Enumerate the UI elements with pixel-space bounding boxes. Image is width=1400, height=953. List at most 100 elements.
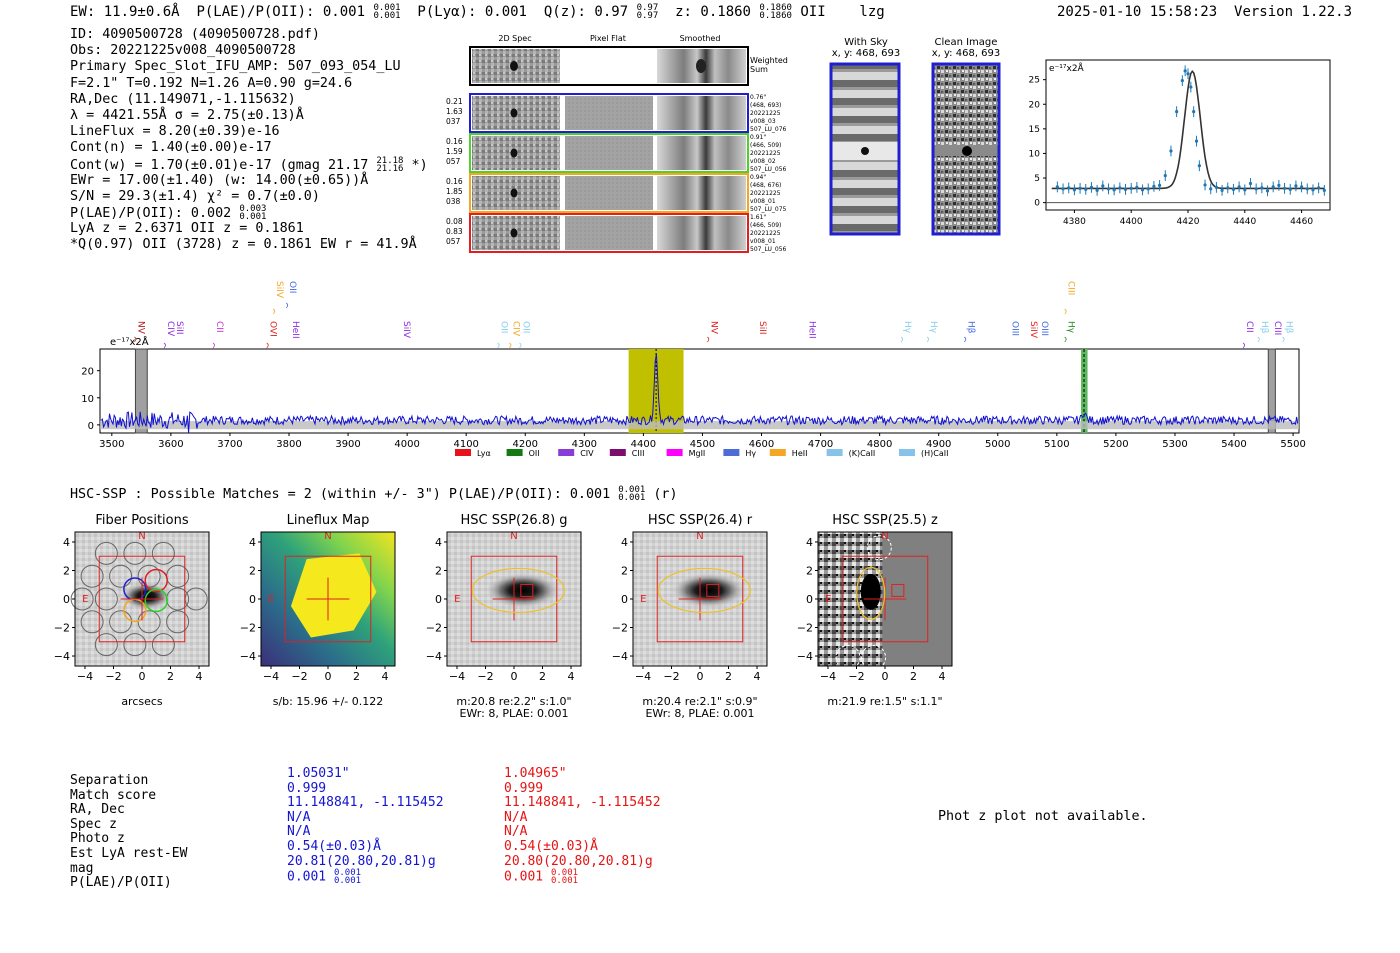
cutout-title: HSC SSP(26.8) g [460, 513, 568, 528]
east-label: E [454, 594, 460, 605]
clean-image-title: Clean Image x, y: 468, 693 [931, 37, 1001, 59]
fiber-circle [166, 610, 190, 634]
info-line: RA,Dec (11.149071,-1.115632) [70, 91, 296, 107]
data-point [1260, 186, 1264, 190]
data-point [1112, 188, 1116, 192]
fiber-circle [109, 564, 133, 588]
stamp-left-label: 0.21 [446, 97, 463, 106]
data-point [1129, 186, 1133, 190]
xtick-label: 5200 [1103, 439, 1128, 450]
masked-region [134, 348, 148, 434]
xtick-label: 3500 [99, 439, 124, 450]
match-label: mag [70, 860, 94, 876]
spectrum-line [100, 353, 1299, 434]
ytick-label: 2 [435, 564, 442, 577]
match-value: 0.999 [287, 780, 327, 796]
fiber-circle [70, 587, 94, 611]
annotation-bracket [163, 342, 166, 349]
data-point [1214, 185, 1218, 189]
annotation-bracket [1064, 336, 1067, 343]
data-point [1322, 188, 1326, 192]
sky-panels [829, 62, 1001, 236]
line-annotation: OVI [268, 321, 278, 337]
stamp-right-label: 507_LU_076 [750, 126, 787, 133]
xtick-label: 4000 [394, 439, 419, 450]
header-right: 2025-01-10 15:58:23 Version 1.22.3 [1057, 4, 1352, 20]
aperture-ellipse [856, 566, 886, 620]
info-line: F=2.1" T=0.192 N=1.26 A=0.90 g=24.6 [70, 75, 353, 91]
xtick-label: −2 [105, 670, 121, 683]
data-point [1089, 185, 1094, 189]
fiber-circle [123, 541, 147, 565]
xtick-label: 4 [754, 670, 761, 683]
cutout-panel: N E 4 −4 2 −2 0 0 −2 2 −4 4 [426, 531, 582, 683]
data-point [1123, 187, 1128, 191]
stamp-source [510, 108, 518, 118]
stamp-right-label: 0.76" [750, 94, 766, 101]
info-contw: Cont(w) = 1.70(±0.01)e-17 (gmag 21.17 21… [70, 155, 428, 174]
data-point [1248, 181, 1253, 186]
xtick-label: 4 [196, 670, 203, 683]
stamp-left-label: 0.83 [446, 227, 463, 236]
legend-label: CIV [580, 449, 594, 458]
cutout-caption-line: m:21.9 re:1.5" s:1.1" [827, 695, 943, 708]
line-annotation: SiII [174, 321, 184, 335]
stamp-right-label: v008_01 [750, 198, 776, 205]
ytick-label: −2 [797, 622, 813, 635]
legend-swatch [455, 449, 471, 456]
stamp-right-label: 20221225 [750, 230, 781, 237]
ytick-label: 0 [621, 593, 628, 606]
data-point [1294, 184, 1298, 188]
cutout-caption: s/b: 15.96 +/- 0.122 [241, 696, 415, 708]
match-marker [706, 583, 720, 597]
ytick-label: 0 [88, 421, 94, 432]
fiber-circle [80, 564, 104, 588]
stamp-right-label: 1.61" [750, 214, 766, 221]
data-point [1288, 187, 1292, 191]
ytick-label: 4 [806, 536, 813, 549]
info-line: Primary Spec_Slot_IFU_AMP: 507_093_054_L… [70, 59, 401, 75]
ytick-label: 10 [81, 394, 94, 405]
east-label: E [640, 594, 646, 605]
line-annotation: SiII [757, 321, 767, 335]
data-point [1061, 187, 1065, 191]
fiber-circle [94, 633, 118, 657]
xtick-label: −2 [848, 670, 864, 683]
xtick-label: −2 [291, 670, 307, 683]
xtick-label: 5300 [1162, 439, 1187, 450]
stamp-right-label: v008_01 [750, 238, 776, 245]
stamp-left-label: 057 [446, 237, 461, 246]
annotation-bracket [1282, 336, 1285, 343]
header-qz: Q(z): 0.97 [543, 4, 629, 20]
aperture-box [98, 555, 186, 643]
aperture-box [470, 555, 558, 643]
info-line: Obs: 20221225v008_4090500728 [70, 43, 296, 59]
data-point [1271, 185, 1275, 189]
stamp-smooth [657, 216, 746, 250]
data-point [1231, 187, 1236, 191]
stamp-source [510, 228, 518, 238]
xtick-label: 5500 [1280, 439, 1305, 450]
line-annotation: SiIV [1028, 321, 1038, 339]
cutout-panel: N E 4 −4 2 −2 0 0 −2 2 −4 4 [240, 531, 396, 683]
cutout-panel: N E 4 −4 2 −2 0 0 −2 2 −4 4 [54, 531, 210, 683]
stamp-left-label: 0.16 [446, 137, 463, 146]
match-value: N/A [504, 824, 528, 840]
line-annotation: OIII [1039, 321, 1049, 336]
match-value: N/A [287, 824, 311, 840]
stamp-flat [565, 176, 653, 210]
line-annotation: CIII [1272, 321, 1282, 335]
lineflux-peak [290, 553, 377, 638]
spectrum-ylabel: e⁻¹⁷x2Å [110, 335, 149, 348]
fiber-circle [137, 564, 161, 588]
annotation-bracket [926, 336, 929, 343]
xtick-label: 4460 [1290, 217, 1313, 227]
fiber-circle [80, 610, 104, 634]
xtick-label: 4500 [690, 439, 715, 450]
ytick-label: 4 [621, 536, 628, 549]
annotation-bracket [266, 342, 269, 349]
stamp-right-label: 20221225 [750, 150, 781, 157]
xtick-label: 4600 [749, 439, 774, 450]
stamp-right-label: (468, 676) [750, 182, 781, 189]
